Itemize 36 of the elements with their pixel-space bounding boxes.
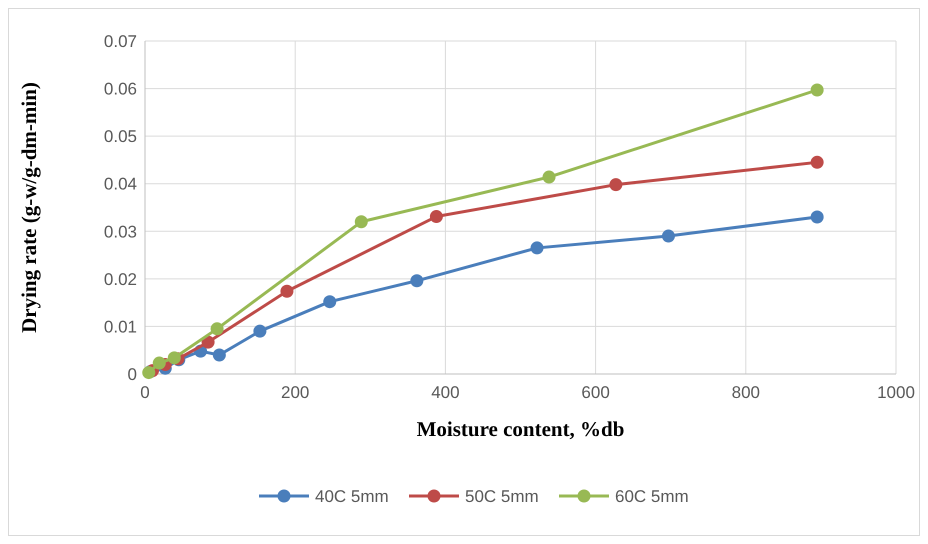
x-tick-label: 0 — [140, 383, 150, 402]
y-tick-label: 0.04 — [104, 174, 137, 194]
point — [280, 284, 294, 298]
y-tick-label: 0 — [128, 365, 137, 384]
x-axis-title: Moisture content, %db — [416, 417, 624, 441]
point — [323, 295, 336, 308]
point — [253, 324, 266, 338]
point — [152, 356, 166, 370]
x-tick-label: 800 — [732, 383, 760, 402]
point — [662, 230, 675, 243]
y-axis-title: Drying rate (g-w/g-dm-min) — [17, 82, 41, 333]
x-tick-label: 200 — [281, 383, 310, 402]
point — [609, 178, 622, 192]
legend-label: 40C 5mm — [315, 487, 389, 506]
y-tick-label: 0.06 — [104, 80, 137, 99]
legend-label: 60C 5mm — [615, 487, 689, 506]
x-tick-label: 600 — [581, 383, 610, 402]
legend-label: 50C 5mm — [465, 487, 539, 506]
point — [168, 351, 181, 364]
point — [810, 156, 824, 169]
point — [212, 348, 226, 362]
y-tick-label: 0.01 — [104, 317, 137, 336]
point — [810, 84, 824, 96]
y-tick-label: 0.07 — [104, 32, 137, 51]
point — [430, 210, 443, 224]
point — [810, 210, 824, 224]
x-tick-label: 400 — [431, 383, 460, 402]
point — [530, 241, 544, 254]
point — [210, 322, 224, 336]
point — [410, 274, 424, 288]
x-tick-label: 1000 — [877, 383, 915, 402]
y-tick-label: 0.02 — [104, 270, 137, 289]
y-tick-label: 0.05 — [104, 127, 137, 146]
point — [542, 170, 556, 184]
point — [354, 215, 368, 228]
y-tick-label: 0.03 — [104, 222, 137, 242]
